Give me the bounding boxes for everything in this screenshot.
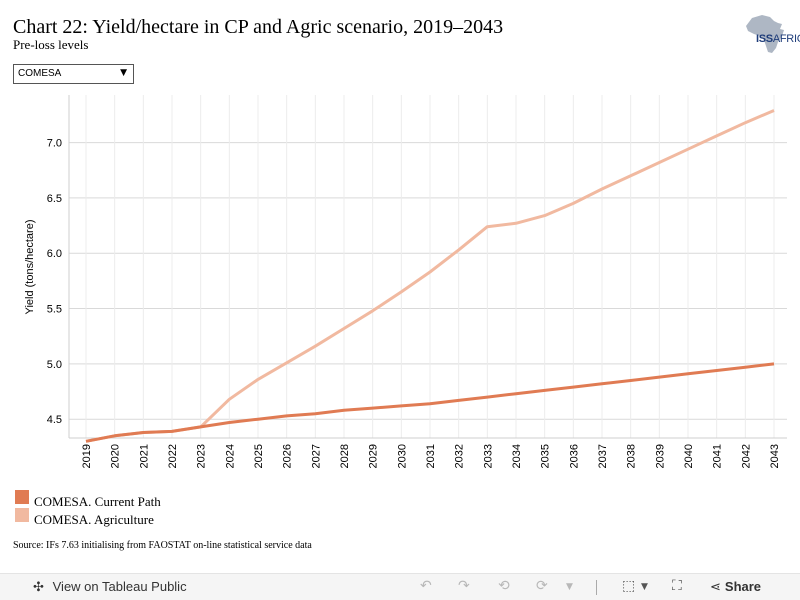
refresh-icon[interactable]: ⟳	[536, 578, 548, 594]
x-tick-label: 2021	[138, 444, 150, 468]
x-tick-label: 2037	[597, 444, 609, 468]
legend-label-agriculture: COMESA. Agriculture	[34, 512, 154, 527]
y-tick-label: 4.5	[47, 414, 62, 426]
source-note: Source: IFs 7.63 initialising from FAOST…	[13, 540, 312, 551]
x-tick-label: 2042	[740, 444, 752, 468]
legend-label-current-path: COMESA. Current Path	[34, 494, 161, 509]
x-tick-label: 2043	[769, 444, 781, 468]
x-tick-label: 2041	[712, 444, 724, 468]
fullscreen-icon[interactable]: ⛶	[672, 578, 682, 594]
legend-swatch-current-path	[15, 490, 29, 504]
x-tick-label: 2034	[511, 444, 523, 468]
x-tick-label: 2029	[368, 444, 380, 468]
share-icon: ⋖	[710, 580, 721, 595]
undo-icon[interactable]: ↶	[420, 578, 432, 594]
revert-icon[interactable]: ⟲	[498, 578, 510, 594]
x-tick-label: 2022	[167, 444, 179, 468]
region-filter-dropdown[interactable]: COMESA ▼	[13, 64, 134, 84]
download-icon[interactable]: ⬚	[622, 578, 636, 594]
x-tick-label: 2023	[196, 444, 208, 468]
x-tick-label: 2032	[454, 444, 466, 468]
x-tick-label: 2026	[282, 444, 294, 468]
grid-layer	[69, 95, 787, 438]
x-tick-label: 2038	[626, 444, 638, 468]
chevron-down-icon: ▼	[120, 68, 127, 78]
axis-layer: 4.5 5.0 5.5 6.0 6.5 7.0 2019 2020 2021 2022 2023 20…	[47, 95, 787, 468]
tableau-icon: ✣	[33, 580, 44, 595]
logo-wordmark: ISSAFRICA	[756, 33, 800, 45]
x-tick-label: 2028	[339, 444, 351, 468]
refresh-dropdown-icon[interactable]: ▼	[566, 582, 573, 592]
legend-item-current-path[interactable]: COMESA. Current Path	[15, 490, 215, 509]
toolbar-divider	[596, 580, 597, 595]
download-dropdown-icon[interactable]: ▼	[641, 582, 648, 592]
y-tick-label: 5.0	[47, 359, 62, 371]
line-chart: 4.5 5.0 5.5 6.0 6.5 7.0 2019 2020 2021 2022 2023 20…	[24, 95, 787, 468]
x-tick-label: 2031	[425, 444, 437, 468]
y-tick-label: 6.0	[47, 248, 62, 260]
share-button[interactable]: ⋖ Share	[710, 579, 761, 595]
chart-title: Chart 22: Yield/hectare in CP and Agric …	[13, 16, 504, 38]
series-layer	[85, 109, 775, 443]
tableau-toolbar: ✣ View on Tableau Public ↶ ↷ ⟲ ⟳ ▼ ⬚ ▼ ⛶…	[0, 573, 800, 600]
y-tick-label: 6.5	[47, 193, 62, 205]
x-tick-label: 2019	[81, 444, 93, 468]
africa-logo-icon	[738, 12, 794, 56]
redo-icon[interactable]: ↷	[458, 578, 470, 594]
y-tick-label: 7.0	[47, 138, 62, 150]
x-tick-label: 2039	[654, 444, 666, 468]
x-tick-label: 2030	[396, 444, 408, 468]
share-label: Share	[724, 579, 762, 594]
view-on-tableau-link[interactable]: ✣ View on Tableau Public	[33, 579, 187, 595]
x-tick-label: 2020	[110, 444, 122, 468]
x-tick-label: 2036	[568, 444, 580, 468]
x-tick-label: 2035	[540, 444, 552, 468]
x-tick-label: 2025	[253, 444, 265, 468]
y-tick-label: 5.5	[47, 304, 62, 316]
y-axis-label: Yield (tons/hectare)	[24, 220, 36, 315]
region-filter-value: COMESA	[18, 68, 62, 79]
series-line-comesa-current-path[interactable]	[85, 362, 775, 443]
legend-swatch-agriculture	[15, 508, 29, 522]
chart-subtitle: Pre-loss levels	[13, 37, 89, 52]
x-tick-label: 2024	[224, 444, 236, 468]
legend-item-agriculture[interactable]: COMESA. Agriculture	[15, 508, 215, 527]
x-tick-label: 2033	[482, 444, 494, 468]
x-tick-label: 2027	[310, 444, 322, 468]
view-on-tableau-label: View on Tableau Public	[52, 579, 187, 594]
x-tick-label: 2040	[683, 444, 695, 468]
